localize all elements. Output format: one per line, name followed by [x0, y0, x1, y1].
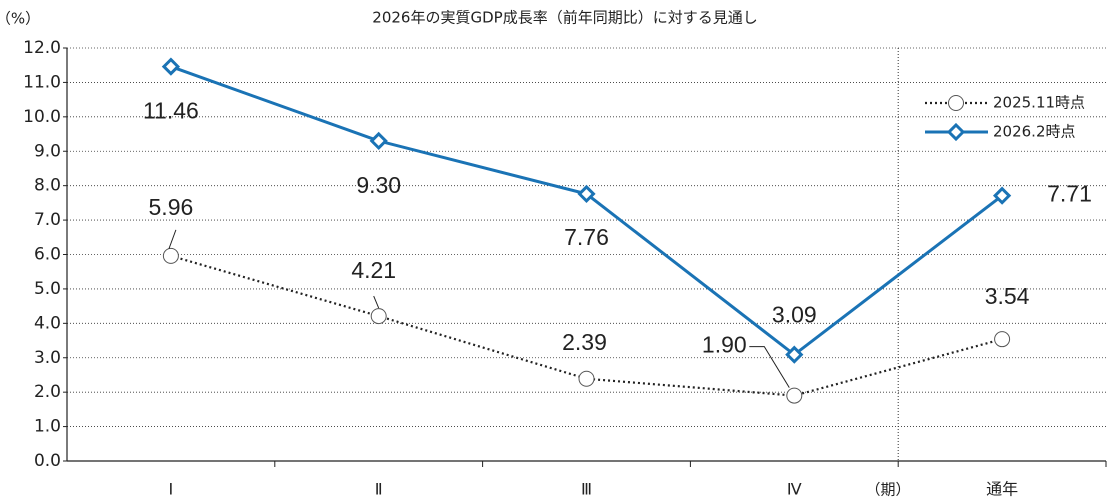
- legend-marker: [946, 122, 966, 142]
- data-label: 3.09: [772, 302, 817, 328]
- y-axis-label: （%）: [0, 10, 40, 28]
- x-tick-label: Ⅰ: [169, 480, 174, 499]
- data-label: 5.96: [149, 194, 194, 220]
- y-tick-label: 7.0: [34, 210, 61, 230]
- x-tick-label: 通年: [986, 480, 1018, 499]
- point: [785, 345, 804, 364]
- point: [994, 331, 1011, 348]
- leader-line: [168, 229, 177, 250]
- data-label: 2.39: [562, 329, 607, 355]
- x-axis-label: （期）: [865, 481, 910, 499]
- y-tick-label: 0.0: [34, 451, 61, 471]
- legend-label: 2026.2時点: [993, 123, 1076, 141]
- y-tick-label: 1.0: [34, 417, 61, 437]
- y-tick-label: 9.0: [34, 141, 61, 161]
- data-label: 3.54: [985, 283, 1030, 309]
- x-tick-label: Ⅲ: [581, 480, 592, 499]
- y-tick-label: 11.0: [23, 72, 61, 92]
- point: [578, 370, 595, 387]
- y-tick-label: 6.0: [34, 245, 61, 265]
- series-line: [170, 65, 1004, 357]
- legend-label: 2025.11時点: [993, 94, 1085, 112]
- data-label: 4.21: [351, 257, 396, 283]
- y-tick-label: 2.0: [34, 382, 61, 402]
- data-label: 1.90: [702, 332, 747, 358]
- y-tick-label: 3.0: [34, 348, 61, 368]
- point: [992, 186, 1012, 205]
- data-label: 7.71: [1047, 181, 1092, 207]
- point: [370, 308, 387, 325]
- data-label: 7.76: [564, 224, 609, 250]
- leader-line: [373, 295, 380, 309]
- y-tick-label: 4.0: [34, 313, 61, 333]
- point: [162, 247, 179, 264]
- y-tick-label: 10.0: [23, 107, 61, 127]
- point: [369, 131, 388, 151]
- y-tick-label: 12.0: [23, 38, 61, 58]
- x-tick-label: Ⅱ: [375, 480, 383, 499]
- y-tick-label: 8.0: [34, 176, 61, 196]
- leader-line: [749, 346, 790, 388]
- legend-marker: [948, 95, 964, 111]
- point: [161, 57, 181, 76]
- x-tick-label: Ⅳ: [787, 480, 802, 499]
- data-label: 9.30: [356, 172, 401, 198]
- point: [786, 387, 803, 404]
- y-tick-label: 5.0: [34, 279, 61, 299]
- data-label: 11.46: [143, 98, 199, 124]
- chart-title: 2026年の実質GDP成長率（前年同期比）に対する見通し: [372, 9, 757, 27]
- point: [577, 184, 596, 204]
